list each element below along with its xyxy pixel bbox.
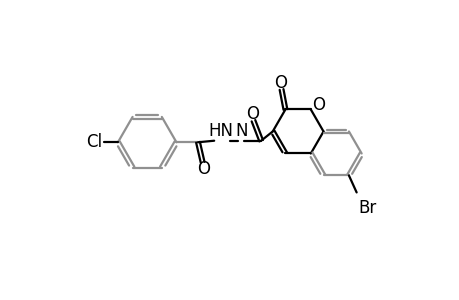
Text: Br: Br xyxy=(358,199,375,217)
Text: O: O xyxy=(274,74,287,92)
Text: O: O xyxy=(246,105,258,123)
Text: Cl: Cl xyxy=(86,133,102,151)
Text: O: O xyxy=(311,96,325,114)
Text: HN: HN xyxy=(208,122,233,140)
Text: O: O xyxy=(196,160,209,178)
Text: N: N xyxy=(235,122,247,140)
